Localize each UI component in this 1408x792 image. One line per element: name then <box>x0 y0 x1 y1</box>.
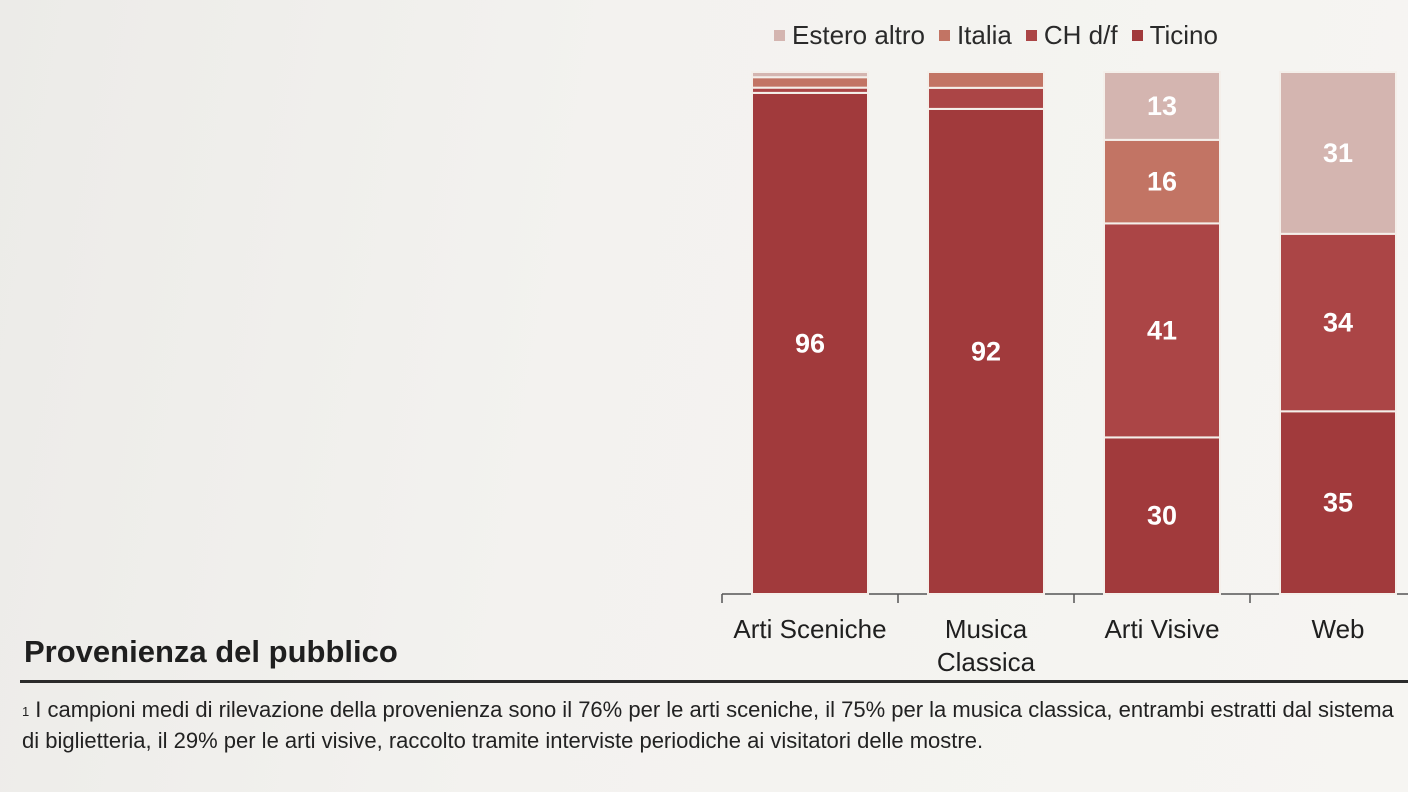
data-label: 34 <box>1323 308 1353 338</box>
legend-item: CH d/f <box>1025 20 1118 51</box>
x-tick-label: Arti Sceniche <box>733 614 886 644</box>
legend-item: Italia <box>938 20 1012 51</box>
title-rule <box>20 680 1408 683</box>
legend-label: CH d/f <box>1043 20 1118 50</box>
chart-title: Provenienza del pubblico <box>24 634 398 669</box>
footnote-marker: 1 <box>22 704 30 719</box>
data-label: 41 <box>1147 315 1177 345</box>
x-tick-label: Arti Visive <box>1104 614 1219 644</box>
legend-item: Estero altro <box>774 20 925 51</box>
legend-label: Italia <box>956 20 1012 50</box>
legend-label: Estero altro <box>792 20 925 50</box>
legend-swatch <box>1131 30 1143 41</box>
bar-segment-ch-d-f <box>1103 222 1221 439</box>
bar-segment-ticino <box>751 91 869 595</box>
data-label: 35 <box>1323 488 1353 518</box>
data-label: 30 <box>1147 501 1177 531</box>
bar-segment-estero-altro <box>1103 71 1221 141</box>
legend-item: Ticino <box>1131 20 1218 51</box>
data-label: 96 <box>795 328 825 358</box>
bar-segment-ch-d-f <box>927 86 1045 110</box>
bar-segment-estero-altro <box>751 71 869 79</box>
data-label: 92 <box>971 336 1001 366</box>
data-label: 16 <box>1147 167 1177 197</box>
bar-segment-italia <box>751 76 869 89</box>
legend-swatch <box>938 30 950 41</box>
legend-swatch <box>1025 30 1037 41</box>
bar-segment-italia <box>1103 138 1221 225</box>
x-tick-label: Web <box>1312 614 1365 644</box>
x-tick-label: Musica <box>945 614 1028 644</box>
legend-swatch <box>774 30 785 41</box>
legend-label: Ticino <box>1149 20 1218 50</box>
chart-legend: Estero altro Italia CH d/f Ticino <box>774 20 1218 51</box>
x-tick-label: Classica <box>937 647 1036 677</box>
bar-segment-ticino <box>927 107 1045 595</box>
data-label: 31 <box>1323 138 1353 168</box>
data-label: 13 <box>1147 91 1177 121</box>
bar-segment-estero-altro <box>1279 71 1397 235</box>
footnote-text: I campioni medi di rilevazione della pro… <box>22 697 1394 753</box>
bar-segment-ticino <box>1103 436 1221 595</box>
bar-segment-italia <box>927 71 1045 89</box>
